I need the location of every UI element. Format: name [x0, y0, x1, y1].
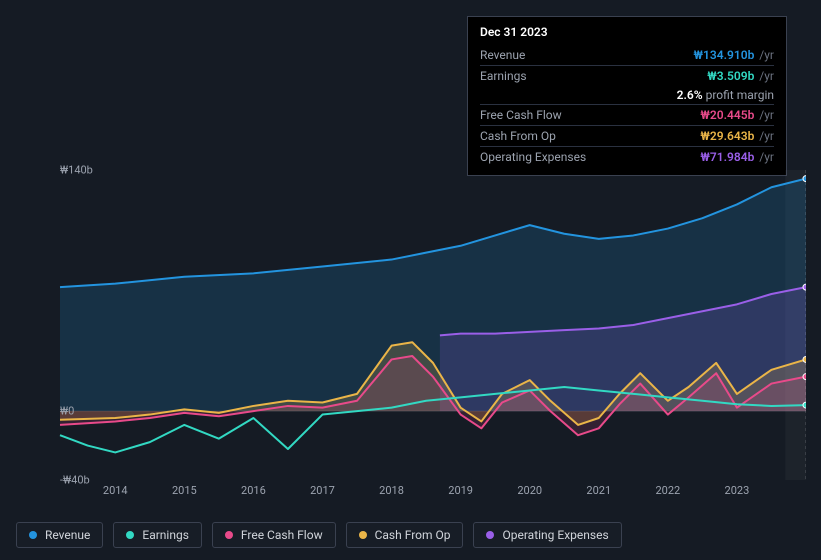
tooltip-row-label: Cash From Op	[480, 129, 556, 143]
x-axis-label: 2023	[725, 484, 750, 497]
y-axis-label: ₩0	[60, 405, 72, 418]
legend-label: Free Cash Flow	[241, 528, 323, 542]
chart-legend: Revenue Earnings Free Cash Flow Cash From O…	[16, 522, 622, 548]
x-axis-label: 2021	[586, 484, 611, 497]
legend-dot-icon	[359, 531, 367, 539]
legend-item[interactable]: Revenue	[16, 522, 103, 548]
tooltip-date: Dec 31 2023	[480, 25, 774, 39]
tooltip-row-label: Revenue	[480, 48, 525, 62]
legend-dot-icon	[29, 531, 37, 539]
x-axis-label: 2022	[655, 484, 680, 497]
legend-dot-icon	[486, 531, 494, 539]
x-axis-label: 2017	[310, 484, 335, 497]
tooltip-row: Earnings ₩3.509b /yr	[480, 65, 774, 86]
legend-label: Operating Expenses	[502, 528, 608, 542]
legend-item[interactable]: Cash From Op	[346, 522, 464, 548]
x-axis-label: 2018	[379, 484, 404, 497]
y-axis-label: ₩140b	[60, 164, 72, 177]
tooltip-row-label: Free Cash Flow	[480, 108, 562, 122]
tooltip-row-value: ₩29.643b /yr	[700, 129, 774, 143]
financials-chart[interactable]: ₩140b ₩0 -₩40b 2014 2015 2016 2017 2018 2019 2020…	[16, 160, 806, 500]
legend-label: Revenue	[45, 528, 90, 542]
x-axis-label: 2015	[172, 484, 197, 497]
tooltip-row-value: ₩134.910b /yr	[693, 48, 774, 62]
legend-label: Cash From Op	[375, 528, 451, 542]
legend-dot-icon	[126, 531, 134, 539]
legend-item[interactable]: Earnings	[113, 522, 202, 548]
x-axis-label: 2020	[517, 484, 542, 497]
legend-item[interactable]: Operating Expenses	[473, 522, 621, 548]
tooltip-row: Free Cash Flow ₩20.445b /yr	[480, 104, 774, 125]
tooltip-row: Revenue ₩134.910b /yr	[480, 45, 774, 65]
x-axis-label: 2014	[103, 484, 128, 497]
tooltip-row-value: ₩3.509b /yr	[707, 69, 774, 83]
tooltip-profit-margin: 2.6% profit margin	[480, 86, 774, 104]
legend-item[interactable]: Free Cash Flow	[212, 522, 336, 548]
chart-svg	[16, 160, 806, 500]
chart-tooltip: Dec 31 2023 Revenue ₩134.910b /yr Earnings…	[467, 16, 787, 176]
x-axis-label: 2019	[448, 484, 473, 497]
tooltip-row: Cash From Op ₩29.643b /yr	[480, 125, 774, 146]
tooltip-row-label: Earnings	[480, 69, 527, 83]
tooltip-row-value: ₩20.445b /yr	[700, 108, 774, 122]
y-axis-label: -₩40b	[60, 474, 72, 487]
legend-label: Earnings	[142, 528, 189, 542]
legend-dot-icon	[225, 531, 233, 539]
x-axis-label: 2016	[241, 484, 266, 497]
